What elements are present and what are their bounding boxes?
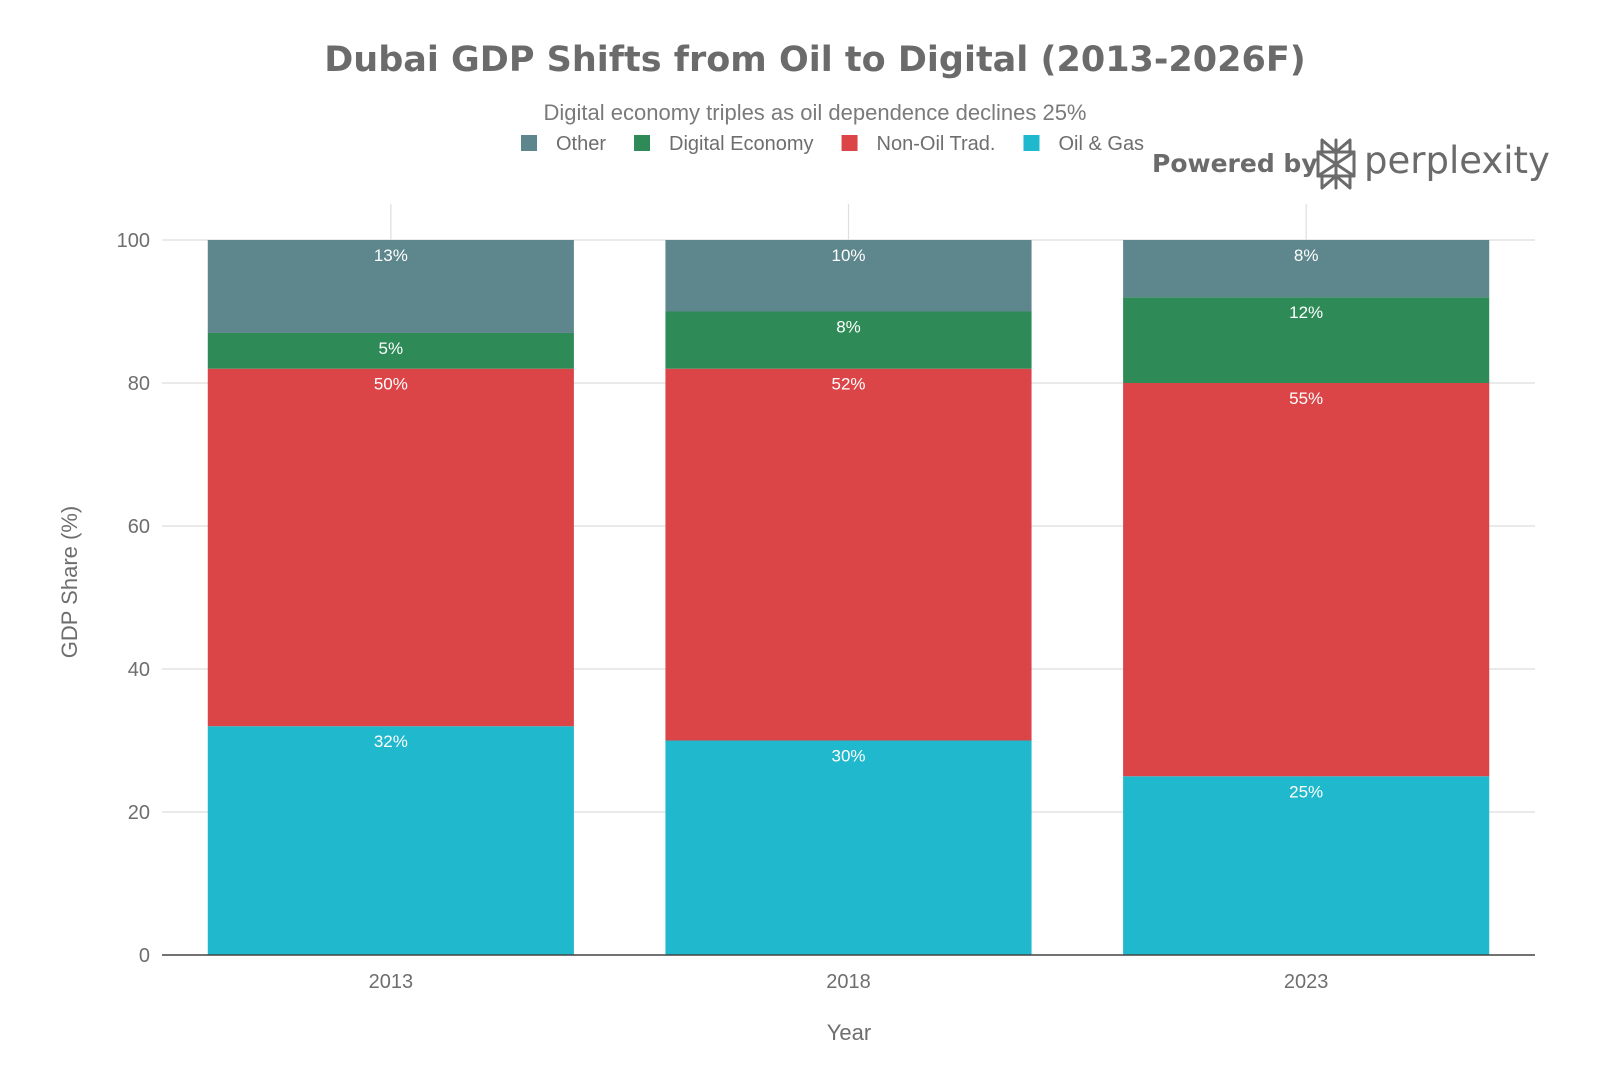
data-label: 8% <box>836 318 861 337</box>
x-axis-title: Year <box>827 1020 871 1045</box>
y-axis-title: GDP Share (%) <box>57 506 82 658</box>
bar-segment-non-oil-trad-2013 <box>207 368 574 727</box>
bar-segment-other-2023 <box>1123 240 1490 298</box>
y-axis: 0 20 40 60 80 100 <box>117 230 150 967</box>
x-axis: 2013 2018 2023 <box>162 954 1535 993</box>
y-tick-label: 80 <box>128 373 150 395</box>
bar-segment-non-oil-trad-2018 <box>665 368 1032 741</box>
legend-swatch <box>841 135 858 151</box>
bar-segment-non-oil-trad-2023 <box>1123 383 1490 777</box>
y-tick-label: 100 <box>117 230 150 252</box>
data-label: 30% <box>831 747 865 766</box>
legend-label: Other <box>556 133 606 155</box>
bar-segment-other-2013 <box>207 240 574 333</box>
y-tick-label: 60 <box>128 516 150 538</box>
legend-item: Oil & Gas <box>1023 133 1144 155</box>
legend-label: Digital Economy <box>669 133 814 155</box>
data-label: 52% <box>831 375 865 394</box>
bar-segment-other-2018 <box>665 240 1032 312</box>
x-tick-label: 2013 <box>369 971 414 993</box>
y-tick-label: 0 <box>139 945 150 967</box>
x-tick-label: 2023 <box>1284 971 1329 993</box>
perplexity-logo-icon <box>1316 138 1356 190</box>
bars <box>207 240 1490 955</box>
y-tick-label: 20 <box>128 802 150 824</box>
legend-label: Oil & Gas <box>1058 133 1144 155</box>
bar-segment-oil-gas-2013 <box>207 726 574 955</box>
data-label: 50% <box>374 375 408 394</box>
data-labels: 32% 50% 5% 13% 30% 52% 8% 10% 25% 55% 12% 8% <box>374 246 1323 801</box>
legend-item: Digital Economy <box>634 133 814 155</box>
legend-swatch <box>521 135 537 151</box>
data-label: 10% <box>831 246 865 265</box>
branding: Powered by perplexity <box>1152 138 1550 190</box>
y-tick-label: 40 <box>128 659 150 681</box>
data-label: 55% <box>1289 389 1323 408</box>
legend-swatch <box>1023 135 1040 151</box>
chart-subtitle: Digital economy triples as oil dependenc… <box>544 100 1087 125</box>
legend-swatch <box>634 135 651 151</box>
data-label: 32% <box>374 732 408 751</box>
bar-segment-oil-gas-2023 <box>1123 776 1490 955</box>
chart-title: Dubai GDP Shifts from Oil to Digital (20… <box>324 40 1306 80</box>
data-label: 12% <box>1289 303 1323 322</box>
data-label: 25% <box>1289 782 1323 801</box>
legend-item: Non-Oil Trad. <box>841 133 996 155</box>
bar-segment-digital-economy-2018 <box>665 311 1032 369</box>
bar-segment-digital-economy-2023 <box>1123 297 1490 383</box>
powered-by-label: Powered by <box>1152 149 1318 178</box>
bar-segment-digital-economy-2013 <box>207 332 574 369</box>
bar-segment-oil-gas-2018 <box>665 740 1032 955</box>
data-label: 8% <box>1294 246 1319 265</box>
perplexity-wordmark: perplexity <box>1364 139 1550 182</box>
data-label: 13% <box>374 246 408 265</box>
legend: Other Digital Economy Non-Oil Trad. Oil & G… <box>521 133 1144 155</box>
legend-item: Other <box>521 133 606 155</box>
legend-label: Non-Oil Trad. <box>877 133 996 155</box>
data-label: 5% <box>379 339 404 358</box>
x-tick-label: 2018 <box>826 971 871 993</box>
